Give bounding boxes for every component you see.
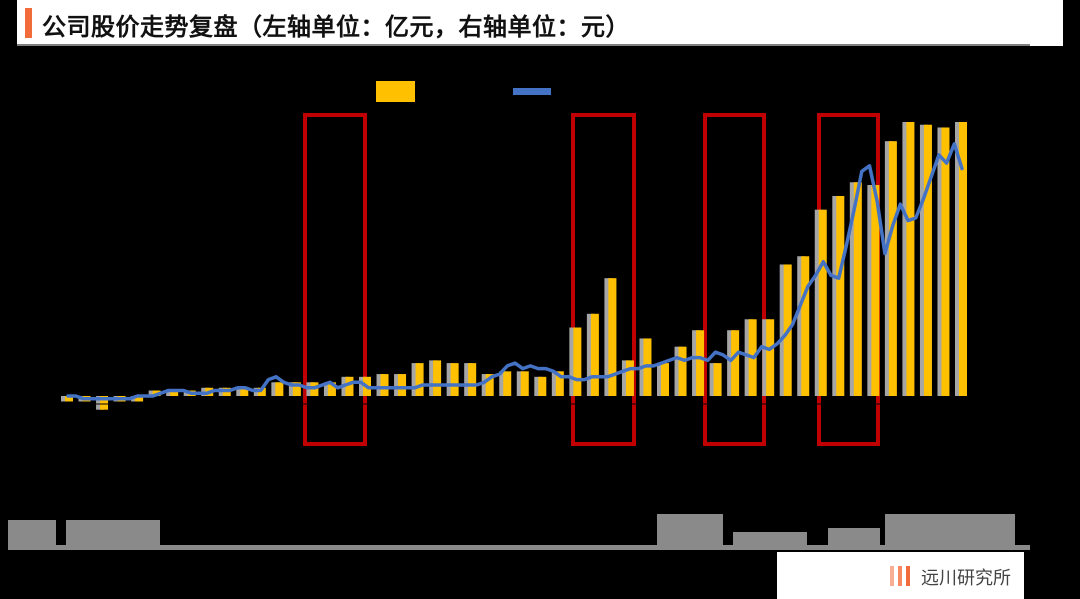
bar [696, 330, 705, 396]
brand-name: 远川研究所 [921, 568, 1011, 589]
bar [240, 387, 249, 396]
highlight-period-box [303, 113, 367, 446]
bar [380, 374, 389, 396]
bar [713, 363, 722, 396]
bar [100, 396, 109, 410]
bar [503, 371, 512, 396]
bar [906, 122, 915, 396]
highlight-period-box [571, 113, 636, 446]
bar [731, 330, 740, 396]
bar [257, 387, 266, 396]
bar [573, 327, 582, 396]
bar [433, 360, 442, 396]
bar [818, 209, 827, 396]
footer-note-part-2 [733, 532, 807, 546]
legend-line-swatch [513, 88, 551, 95]
bar [661, 363, 669, 396]
highlight-period-box [703, 113, 766, 446]
title-accent-bar [25, 8, 32, 38]
bar [345, 376, 354, 396]
bar [468, 363, 477, 396]
bar [170, 390, 179, 396]
bar [538, 376, 547, 396]
bar [625, 360, 634, 396]
source-note-label [8, 520, 56, 546]
title-divider [17, 44, 1030, 46]
bar [398, 374, 407, 396]
title-bar [17, 0, 1063, 46]
bar [888, 141, 897, 396]
bar [871, 185, 880, 396]
bar [555, 371, 564, 396]
brand-logo-icon [890, 566, 912, 586]
bar [959, 122, 967, 396]
bar [450, 363, 459, 396]
bar [520, 371, 529, 396]
bar [327, 382, 336, 396]
bar [292, 382, 301, 396]
footer-divider [8, 545, 1030, 550]
footer-note-part-4 [885, 514, 1015, 546]
footer-note-part-1 [657, 514, 723, 546]
bar [766, 319, 775, 396]
bar [801, 256, 810, 396]
bar [678, 346, 687, 396]
bar [65, 396, 73, 402]
bar [135, 396, 144, 402]
bar [590, 313, 599, 396]
bar [941, 127, 950, 396]
source-note-text [66, 520, 160, 546]
bar [608, 278, 617, 396]
price-line [66, 142, 964, 401]
bar [836, 195, 845, 396]
bar [923, 124, 932, 397]
chart-title: 公司股价走势复盘（左轴单位：亿元，右轴单位：元） [42, 13, 630, 41]
bar [853, 182, 862, 396]
footer-note-part-3 [828, 528, 880, 546]
bar [415, 363, 424, 396]
bar [485, 374, 494, 396]
legend-bar-swatch [376, 81, 415, 102]
bar [275, 382, 284, 396]
